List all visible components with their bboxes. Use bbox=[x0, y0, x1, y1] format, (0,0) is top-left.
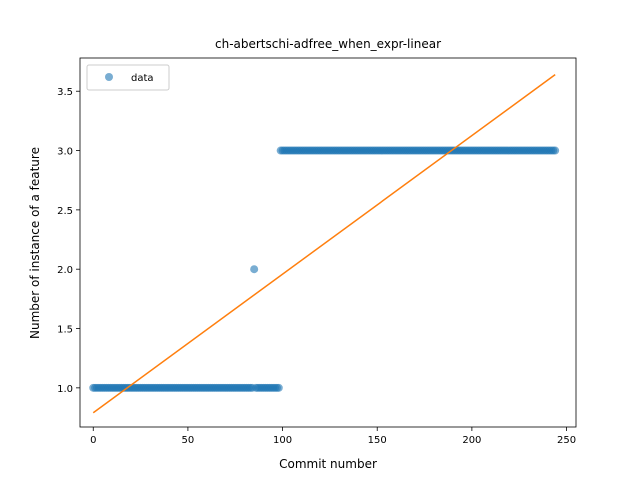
legend-box bbox=[86, 64, 170, 91]
x-tick-label: 150 bbox=[368, 435, 387, 446]
y-tick-label: 3.5 bbox=[57, 87, 73, 98]
y-axis: 1.0 1.5 2.0 2.5 3.0 3.5 bbox=[57, 87, 80, 395]
x-tick-label: 200 bbox=[462, 435, 481, 446]
x-tick-label: 100 bbox=[273, 435, 292, 446]
plot-area bbox=[79, 57, 577, 428]
x-tick-label: 250 bbox=[557, 435, 576, 446]
legend: data bbox=[86, 64, 170, 91]
y-tick-label: 1.0 bbox=[57, 384, 73, 395]
plot-frame bbox=[79, 57, 577, 428]
legend-marker bbox=[105, 73, 113, 81]
x-tick-label: 0 bbox=[90, 435, 96, 446]
x-tick-label: 50 bbox=[182, 435, 195, 446]
data-point bbox=[274, 383, 283, 392]
y-tick-label: 1.5 bbox=[57, 325, 73, 336]
y-tick-label: 2.0 bbox=[57, 265, 73, 276]
y-tick-label: 2.5 bbox=[57, 206, 73, 217]
chart-title: ch-abertschi-adfree_when_expr-linear bbox=[215, 37, 441, 51]
x-axis: 0 50 100 150 200 250 bbox=[90, 427, 576, 446]
legend-label: data bbox=[131, 73, 154, 84]
y-axis-label: Number of instance of a feature bbox=[28, 147, 42, 339]
fit-line bbox=[92, 74, 556, 414]
data-point bbox=[250, 265, 259, 274]
data-point bbox=[551, 146, 560, 155]
x-axis-label: Commit number bbox=[279, 457, 377, 471]
y-tick-label: 3.0 bbox=[57, 147, 73, 158]
